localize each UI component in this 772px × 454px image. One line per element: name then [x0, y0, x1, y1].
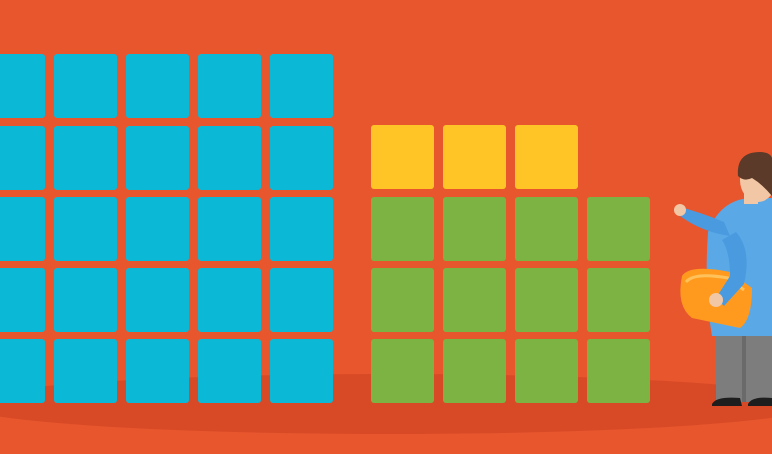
block	[587, 268, 650, 332]
block	[54, 339, 117, 403]
block	[198, 126, 261, 190]
block	[126, 54, 189, 118]
block	[54, 126, 117, 190]
block	[515, 197, 578, 261]
arm	[716, 232, 747, 306]
block	[270, 197, 333, 261]
block	[443, 268, 506, 332]
block	[371, 339, 434, 403]
block	[126, 339, 189, 403]
pants-seam	[742, 330, 746, 402]
block	[126, 268, 189, 332]
block	[198, 339, 261, 403]
block	[126, 197, 189, 261]
block	[0, 197, 45, 261]
folder-highlight	[684, 274, 745, 292]
block	[126, 126, 189, 190]
block	[587, 197, 650, 261]
block	[515, 339, 578, 403]
block	[515, 268, 578, 332]
block	[0, 54, 45, 118]
shoe	[748, 397, 772, 406]
shoe	[712, 397, 742, 406]
block	[371, 268, 434, 332]
block	[0, 126, 45, 190]
block	[443, 125, 506, 189]
arm	[676, 206, 730, 236]
block	[270, 339, 333, 403]
person	[674, 152, 772, 406]
block	[0, 268, 45, 332]
block	[587, 339, 650, 403]
hair	[737, 152, 772, 196]
block	[0, 339, 45, 403]
block	[371, 197, 434, 261]
block	[443, 339, 506, 403]
block	[270, 126, 333, 190]
block	[198, 268, 261, 332]
block	[54, 268, 117, 332]
hand	[709, 293, 723, 307]
block	[54, 54, 117, 118]
block	[270, 268, 333, 332]
floor-shadow	[0, 374, 772, 434]
block	[371, 125, 434, 189]
block	[270, 54, 333, 118]
block	[515, 125, 578, 189]
block-groups	[0, 54, 650, 403]
block	[198, 197, 261, 261]
block	[198, 54, 261, 118]
block	[443, 197, 506, 261]
block	[54, 197, 117, 261]
hand	[674, 204, 686, 216]
